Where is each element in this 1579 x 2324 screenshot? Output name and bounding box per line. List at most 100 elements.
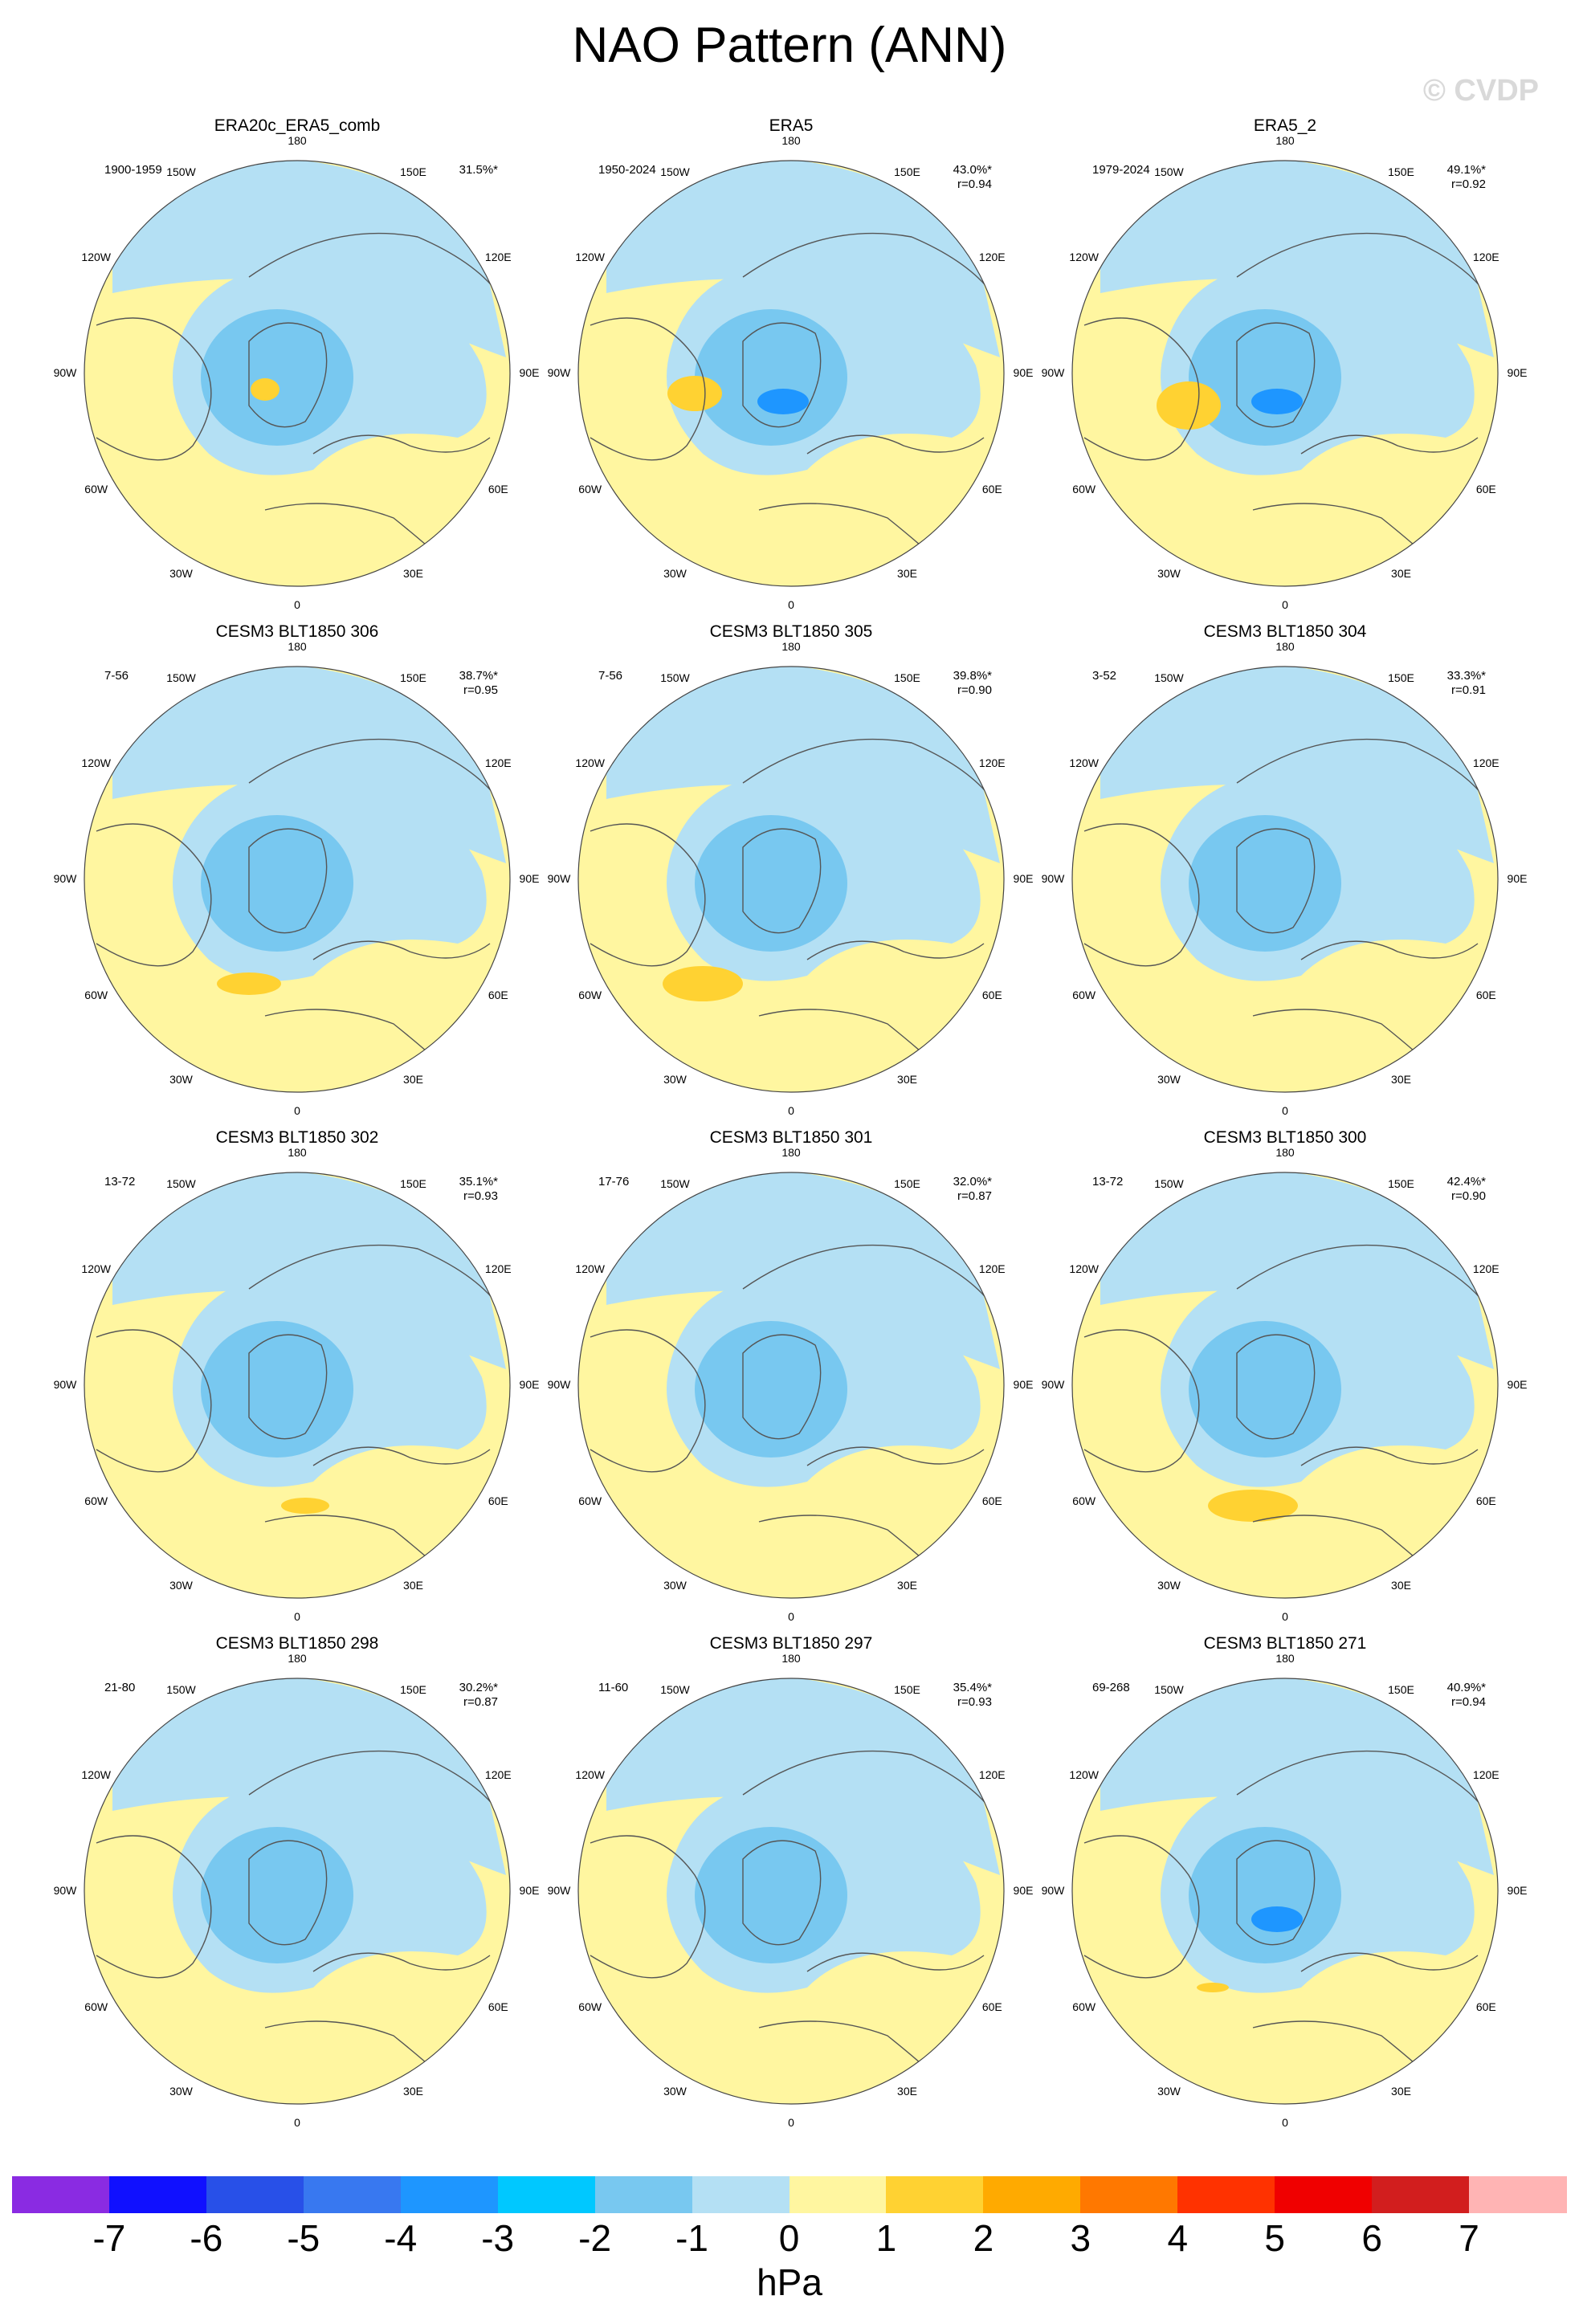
panel-variance-explained: 32.0%* r=0.87 <box>953 1175 992 1204</box>
longitude-label: 90W <box>1041 872 1065 885</box>
longitude-label: 30E <box>403 2085 423 2098</box>
longitude-label: 120W <box>1069 1767 1099 1781</box>
colorbar-tick-label: 4 <box>1167 2217 1189 2259</box>
longitude-label: 120E <box>978 1262 1006 1275</box>
coastline <box>312 1446 491 1466</box>
longitude-label: 0 <box>788 2116 794 2129</box>
polar-map <box>84 160 511 587</box>
longitude-label: 60E <box>1475 1494 1496 1507</box>
longitude-label: 60E <box>1475 482 1496 495</box>
map-boundary <box>1071 666 1499 1093</box>
panel-correlation: r=0.95 <box>463 683 498 697</box>
colorbar-bin <box>303 2176 402 2213</box>
panel-correlation: r=0.93 <box>957 1695 992 1709</box>
longitude-label: 90E <box>519 872 540 885</box>
map-panel: CESM3 BLT1850 271 69-268 40.9%* r=0.94 180 15… <box>1036 1634 1534 2140</box>
longitude-label: 60W <box>84 482 108 495</box>
longitude-label: 150E <box>400 1176 426 1190</box>
longitude-label: 90W <box>53 1884 77 1897</box>
coastline <box>248 232 499 294</box>
map-boundary <box>84 160 511 587</box>
colorbar-tick-label: 0 <box>778 2217 800 2259</box>
polar-map <box>84 666 511 1093</box>
pressure-anomaly-region <box>1208 1490 1298 1522</box>
longitude-label: 60W <box>84 1494 108 1507</box>
longitude-label: 60W <box>84 2000 108 2013</box>
longitude-label: 60W <box>1072 2000 1096 2013</box>
map-boundary <box>84 1172 511 1599</box>
longitude-label: 30E <box>403 1579 423 1592</box>
panel-pct: 39.8%* <box>953 669 992 683</box>
colorbar-bin <box>1177 2176 1275 2213</box>
panel-pct: 32.0%* <box>953 1175 992 1189</box>
longitude-label: 120W <box>1069 250 1099 263</box>
map-boundary <box>1071 1172 1499 1599</box>
panel-title: CESM3 BLT1850 298 <box>215 1634 379 1653</box>
map-boundary <box>577 666 1005 1093</box>
longitude-label: 60W <box>578 988 602 1001</box>
coastline <box>1236 1244 1487 1306</box>
longitude-label: 30E <box>1391 1073 1411 1087</box>
longitude-label: 150E <box>400 1682 426 1696</box>
map-panel: CESM3 BLT1850 302 13-72 35.1%* r=0.93 180 150… <box>48 1128 546 1634</box>
colorbar-tick-label: -1 <box>675 2217 709 2259</box>
longitude-label: 150E <box>1388 1176 1414 1190</box>
longitude-label: 30E <box>1391 1579 1411 1592</box>
coastline <box>742 738 993 800</box>
longitude-label: 90E <box>1013 366 1034 379</box>
longitude-label: 30W <box>1157 2085 1181 2098</box>
colorbar-bin <box>886 2176 984 2213</box>
longitude-label: 60E <box>981 2000 1002 2013</box>
panel-years: 1979-2024 <box>1092 163 1150 177</box>
longitude-label: 30E <box>897 2085 917 2098</box>
longitude-label: 30W <box>663 1073 687 1087</box>
longitude-label: 90E <box>519 366 540 379</box>
pressure-anomaly-region <box>1189 815 1341 952</box>
longitude-label: 60W <box>1072 988 1096 1001</box>
polar-map <box>577 666 1005 1093</box>
longitude-label: 90E <box>519 1884 540 1897</box>
colorbar-bin <box>400 2176 499 2213</box>
pressure-anomaly-region <box>1189 1827 1341 1963</box>
coastline <box>1236 1750 1487 1812</box>
longitude-label: 150E <box>894 1176 920 1190</box>
pressure-anomaly-region <box>1189 1321 1341 1458</box>
coastline <box>806 1952 985 1972</box>
polar-map <box>84 1678 511 2105</box>
coastline <box>1083 317 1200 461</box>
pressure-anomaly-region <box>695 815 847 952</box>
longitude-label: 120E <box>978 756 1006 769</box>
polar-map <box>1071 1678 1499 2105</box>
coastline <box>312 1952 491 1972</box>
longitude-label: 90W <box>53 1378 77 1391</box>
panel-variance-explained: 38.7%* r=0.95 <box>459 669 498 698</box>
panel-title: ERA5_2 <box>1253 116 1317 135</box>
longitude-label: 180 <box>288 640 307 653</box>
panel-pct: 42.4%* <box>1446 1175 1486 1189</box>
map-panel: CESM3 BLT1850 298 21-80 30.2%* r=0.87 180 150… <box>48 1634 546 2140</box>
coastline <box>590 1835 706 1979</box>
longitude-label: 60W <box>84 988 108 1001</box>
longitude-label: 150E <box>400 165 426 178</box>
longitude-label: 150E <box>1388 1682 1414 1696</box>
longitude-label: 60E <box>488 2000 508 2013</box>
coastline <box>590 317 706 461</box>
panel-correlation: r=0.90 <box>1451 1189 1486 1203</box>
longitude-label: 90W <box>547 1884 571 1897</box>
longitude-label: 180 <box>781 1146 801 1159</box>
polar-map <box>577 160 1005 587</box>
panel-years: 69-268 <box>1092 1681 1130 1694</box>
longitude-label: 30W <box>663 1579 687 1592</box>
pressure-anomaly-region <box>201 1321 353 1458</box>
longitude-label: 60W <box>578 2000 602 2013</box>
coastline <box>1236 322 1316 428</box>
coastline <box>248 1750 499 1812</box>
colorbar-bin <box>1275 2176 1373 2213</box>
longitude-label: 60E <box>981 988 1002 1001</box>
longitude-label: 60E <box>981 1494 1002 1507</box>
panel-correlation: r=0.93 <box>463 1189 498 1203</box>
longitude-label: 60E <box>981 482 1002 495</box>
polar-map <box>1071 160 1499 587</box>
longitude-label: 120E <box>484 1262 512 1275</box>
longitude-label: 120E <box>1472 756 1499 769</box>
